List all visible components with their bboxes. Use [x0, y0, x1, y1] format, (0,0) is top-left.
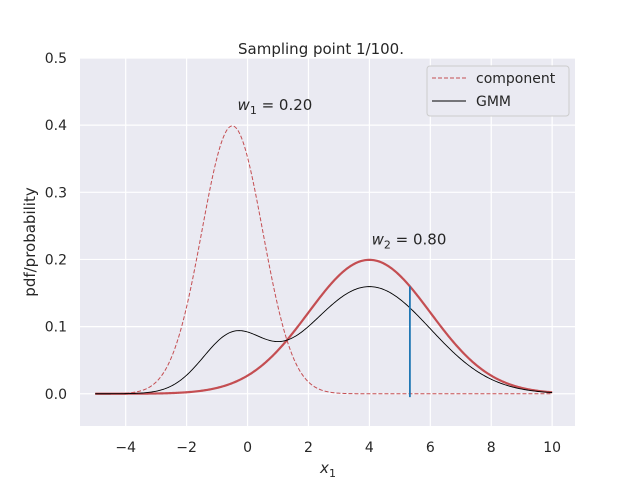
y-tick-label: 0.4: [45, 118, 67, 134]
x-tick-label: 0: [243, 440, 252, 456]
x-tick-label: 8: [487, 440, 496, 456]
y-tick-label: 0.2: [45, 252, 67, 268]
weight-label-1: w1 = 0.20: [238, 96, 313, 117]
y-tick-label: 0.3: [45, 185, 67, 201]
legend-label-gmm: GMM: [476, 94, 511, 110]
plot-area: [80, 58, 575, 426]
x-tick-label: 6: [426, 440, 435, 456]
curves: [95, 125, 553, 398]
x-axis-label-base: x: [319, 459, 329, 477]
legend-label-component: component: [476, 71, 556, 87]
weight-label-2: w2 = 0.80: [372, 230, 447, 251]
y-tick-label: 0.0: [45, 387, 67, 403]
gmm-curve: [95, 286, 553, 395]
component-1-curve: [95, 125, 553, 395]
x-tick-label: 2: [304, 440, 313, 456]
annotations: w1 = 0.20 w2 = 0.80: [238, 96, 447, 251]
chart-title: Sampling point 1/100.: [238, 40, 404, 58]
x-tick-label: 4: [365, 440, 374, 456]
x-axis-label-sub: 1: [329, 467, 336, 480]
y-tick-label: 0.5: [45, 51, 67, 67]
x-tick-label: −4: [115, 440, 136, 456]
ticks: −4 −2 0 2 4 6 8 10 0.0 0.1 0.2 0.3 0.4 0.5: [45, 51, 561, 456]
x-tick-label: 10: [543, 440, 561, 456]
y-tick-label: 0.1: [45, 320, 67, 336]
x-tick-label: −2: [176, 440, 197, 456]
legend: component GMM: [426, 65, 570, 117]
y-axis-label: pdf/probability: [21, 187, 39, 297]
component-2-curve-highlighted: [95, 258, 553, 395]
x-axis-label: x1: [319, 459, 336, 480]
